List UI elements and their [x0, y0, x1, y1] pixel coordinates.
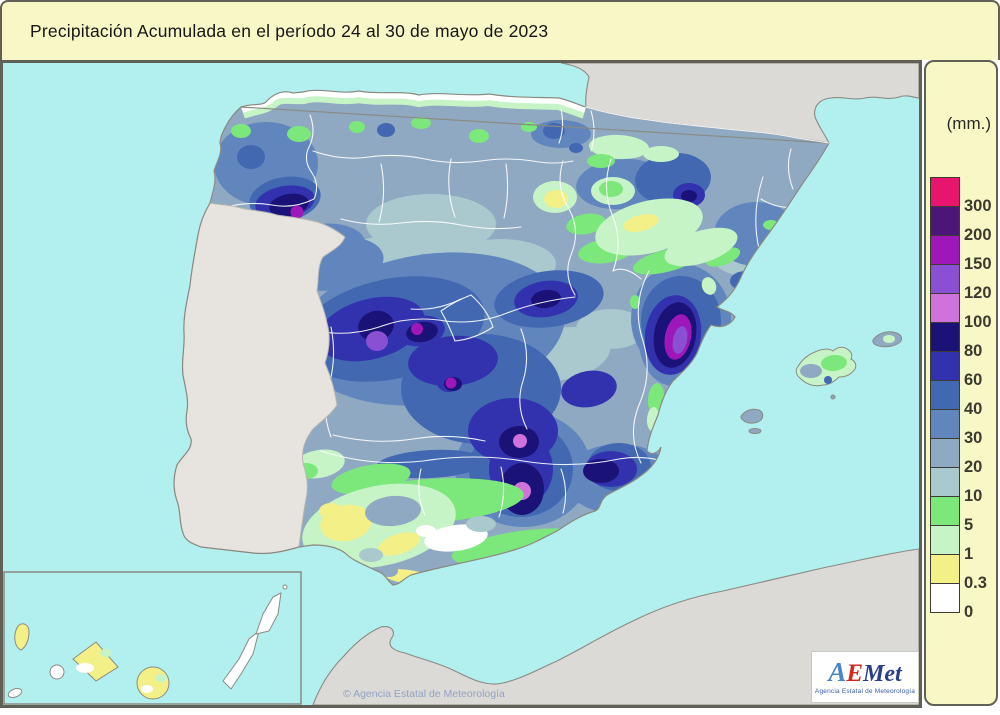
page-title: Precipitación Acumulada en el período 24… [30, 20, 549, 41]
heavy-rain-spot-lamancha [445, 377, 457, 389]
legend-value-30: 30 [964, 429, 983, 447]
lanzarote [255, 592, 282, 635]
legend-value-120: 120 [964, 284, 992, 302]
gran-canaria [136, 666, 170, 700]
legend-value-1: 1 [964, 545, 974, 563]
legend-value-0.3: 0.3 [964, 574, 987, 592]
legend-panel: (mm.) 300 200 150 120 100 80 60 40 30 20 10 5 1 0.3 0 [924, 60, 998, 706]
legend-swatch-60: 60 [930, 351, 982, 389]
legend-swatch-0.3: 0.3 [930, 554, 987, 592]
legend-value-200: 200 [964, 226, 992, 244]
legend-swatch-120: 120 [930, 264, 992, 302]
province-borders [225, 108, 796, 518]
copyright-note: © Agencia Estatal de Meteorología [343, 688, 505, 700]
heavy-rain-spot-jaen-n [513, 434, 527, 448]
legend-swatch-40: 40 [930, 380, 982, 418]
legend-swatch-80: 80 [930, 322, 982, 360]
legend-value-100: 100 [964, 313, 992, 331]
logo-letters-met: Met [863, 661, 902, 687]
aemet-logo-caption: Agencia Estatal de Meteorología [814, 688, 916, 695]
aemet-logo-text: AEMet [828, 657, 902, 687]
legend-value-40: 40 [964, 400, 983, 418]
legend-scale: 300 200 150 120 100 80 60 40 30 20 10 5 1 0.3 0 [930, 177, 992, 621]
legend-swatch-20: 20 [930, 438, 982, 476]
formentera [748, 428, 762, 434]
map-canvas [3, 62, 920, 706]
content-row: © Agencia Estatal de Meteorología AEMet … [0, 60, 1000, 708]
logo-letter-e: E [846, 660, 864, 687]
legend-swatch-5: 5 [930, 496, 973, 534]
legend-swatch-10: 10 [930, 467, 982, 505]
legend-swatch-30: 30 [930, 409, 982, 447]
legend-value-20: 20 [964, 458, 983, 476]
legend-swatch-100: 100 [930, 293, 992, 331]
legend-swatch-0: 0 [930, 583, 973, 621]
canary-islands-inset [3, 571, 302, 705]
ibiza [740, 408, 764, 424]
legend-value-150: 150 [964, 255, 992, 273]
la-palma [14, 623, 30, 651]
legend-swatch-300: 300 [930, 177, 992, 215]
legend-value-5: 5 [964, 516, 974, 534]
fuerteventura [222, 629, 260, 690]
legend-value-60: 60 [964, 371, 983, 389]
la-gomera [49, 664, 65, 680]
tenerife [72, 641, 119, 682]
title-bar: Precipitación Acumulada en el período 24… [0, 0, 1000, 60]
legend-value-0: 0 [964, 603, 974, 621]
pyrenees-border [585, 106, 830, 144]
heavy-rain-spot-gredos [366, 331, 388, 351]
legend-swatch-150: 150 [930, 235, 992, 273]
legend-value-300: 300 [964, 197, 992, 215]
africa-landmass [312, 548, 920, 706]
heavy-rain-spot-galicia [290, 205, 304, 219]
aemet-logo: AEMet Agencia Estatal de Meteorología [811, 651, 919, 703]
legend-value-10: 10 [964, 487, 983, 505]
balearic-islands [740, 331, 902, 434]
legend-swatch-1: 1 [930, 525, 973, 563]
map-frame: © Agencia Estatal de Meteorología AEMet … [0, 60, 922, 708]
iberia-coastline [173, 89, 830, 586]
logo-letter-a: A [828, 657, 847, 687]
legend-swatch-200: 200 [930, 206, 992, 244]
heavy-rain-spot-toledo [411, 323, 423, 335]
legend-unit-label: (mm.) [946, 114, 991, 133]
el-hierro [7, 688, 23, 698]
legend-value-80: 80 [964, 342, 983, 360]
